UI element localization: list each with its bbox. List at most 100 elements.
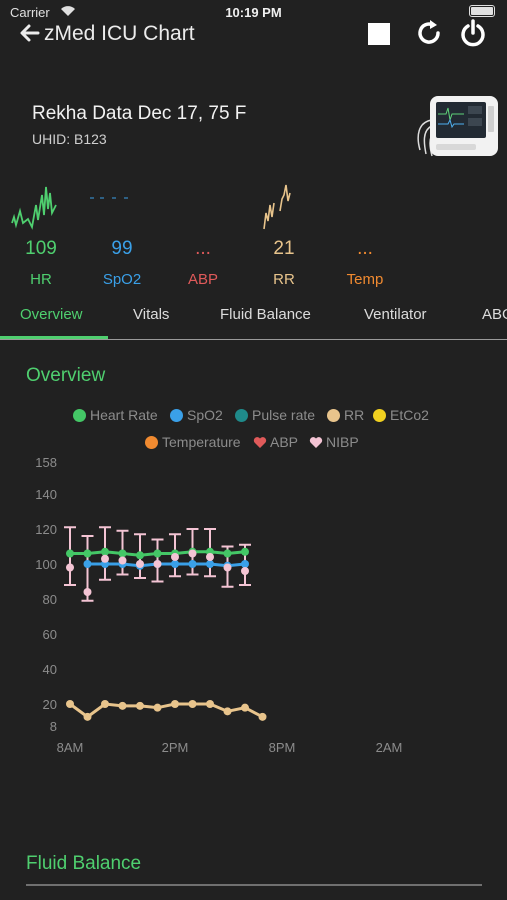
data-point [83,560,92,568]
data-point [241,547,249,556]
series-line-rr [69,702,264,719]
data-point [66,549,74,558]
y-tick-label: 40 [43,662,57,677]
battery-icon [469,5,495,17]
legend-dot-icon [145,435,158,449]
y-tick-label: 100 [35,557,57,572]
x-tick-label: 2AM [376,740,403,755]
legend-dot-icon [170,408,183,422]
data-point [136,551,144,560]
nibp-point [188,549,197,558]
refresh-button[interactable] [414,18,444,48]
data-point [241,560,249,568]
nibp-point [206,553,214,561]
legend-temperature[interactable]: Temperature [145,434,241,450]
patient-name: Rekha Data Dec 17, 75 F [32,103,247,124]
spo2-waveform [90,197,128,199]
hr-waveform [11,186,57,230]
status-bar: Carrier 10:19 PM [0,0,507,20]
y-tick-label: 140 [35,487,57,502]
patient-monitor-icon[interactable] [412,92,500,164]
nibp-point [171,553,179,561]
y-tick-label: 80 [43,592,57,607]
data-point [66,700,74,708]
legend-pulse-rate[interactable]: Pulse rate [235,407,315,423]
nibp-point [153,560,162,568]
data-point [83,549,92,558]
data-point [206,700,214,708]
data-point [223,707,232,716]
y-tick-label: 120 [35,522,57,537]
x-tick-label: 8AM [57,740,84,755]
abp-value: ... [195,238,211,259]
rr-value: 21 [273,238,295,259]
legend-spo2[interactable]: SpO2 [170,407,223,423]
data-point [188,560,197,568]
nibp-point [241,567,249,575]
y-tick-label: 8 [50,719,57,734]
tab-vitals[interactable]: Vitals [133,306,170,323]
wifi-icon [60,4,76,22]
data-point [153,549,162,558]
overview-title: Overview [26,365,106,386]
data-point [118,549,127,558]
status-time: 10:19 PM [225,5,282,20]
data-point [258,712,267,721]
heart-icon [309,436,323,448]
spo2-value: 99 [111,238,133,259]
legend-heart-rate[interactable]: Heart Rate [73,407,158,423]
stop-icon [368,23,390,45]
temp-value: ... [357,238,373,259]
data-point [83,712,92,721]
data-point [171,700,179,708]
stop-button[interactable] [367,22,391,46]
spo2-label: SpO2 [102,271,142,288]
abp-label: ABP [187,271,218,288]
y-tick-label: 158 [35,455,57,470]
nibp-point [83,588,92,596]
nibp-point [118,556,127,565]
temp-label: Temp [346,271,384,288]
nibp-point [101,554,109,563]
legend-nibp[interactable]: NIBP [309,434,359,450]
active-tab-indicator [0,336,108,339]
y-tick-label: 20 [43,697,57,712]
nibp-point [223,563,232,572]
nibp-point [136,560,144,568]
legend-rr[interactable]: RR [327,407,364,423]
tab-ventilator[interactable]: Ventilator [364,306,427,323]
legend-dot-icon [327,408,340,422]
data-point [118,701,127,710]
nibp-point [66,563,74,572]
section-divider [26,884,482,886]
legend-etco2[interactable]: EtCo2 [373,407,429,423]
back-arrow-icon[interactable] [18,20,44,46]
data-point [171,560,179,568]
power-icon [461,19,485,47]
fluid-balance-title: Fluid Balance [26,853,142,874]
data-point [206,560,214,568]
app-title: zMed ICU Chart [44,22,195,45]
patient-uhid: UHID: B123 [32,131,107,147]
carrier-label: Carrier [10,5,50,20]
legend-abp[interactable]: ABP [253,434,298,450]
tab-fluid-balance[interactable]: Fluid Balance [220,306,311,323]
data-point [153,703,162,712]
data-point [188,700,197,708]
tab-overview[interactable]: Overview [20,306,83,323]
tab-bar: Overview Vitals Fluid Balance Ventilator… [0,296,507,340]
data-point [241,703,249,712]
legend-dot-icon [235,408,248,422]
x-tick-label: 8PM [269,740,296,755]
power-button[interactable] [458,18,488,48]
hr-label: HR [30,271,52,288]
data-point [223,549,232,558]
rr-label: RR [273,271,295,288]
hr-value: 109 [25,238,57,259]
y-tick-label: 60 [43,627,57,642]
legend-dot-icon [73,408,86,422]
legend-dot-icon [373,408,386,422]
refresh-icon [418,20,440,44]
tab-abg[interactable]: ABG [482,306,507,323]
